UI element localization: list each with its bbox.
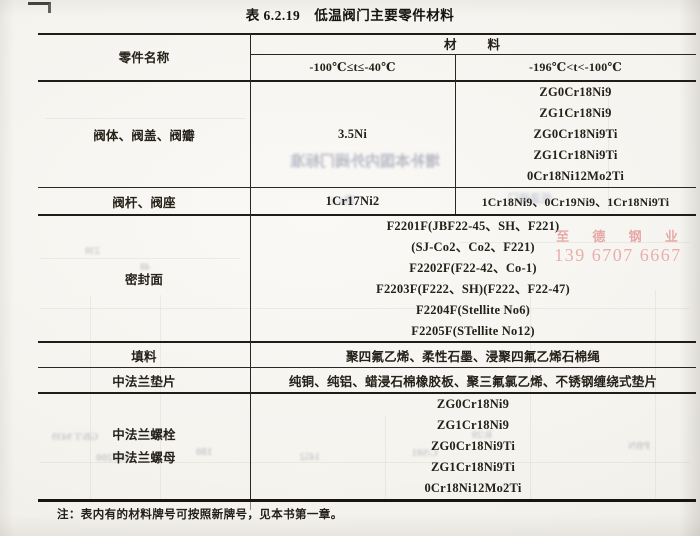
column-divider-temperature (455, 54, 456, 214)
material-grade: ZG1Cr18Ni9Ti (533, 148, 618, 162)
part-label-line: 中法兰螺栓 (112, 427, 176, 442)
material-grade: ZG0Cr18Ni9Ti (533, 127, 618, 141)
column-divider-parts (250, 33, 251, 499)
ghost-grid-line (40, 308, 690, 309)
material-grade: F2203F(F222、SH)(F222、F22-47) (376, 281, 570, 296)
ghost-grid-line (460, 242, 690, 243)
rule-below-header (38, 80, 696, 82)
row-label-mid-flange-gasket: 中法兰垫片 (112, 374, 176, 389)
material-grade: 0Cr18Ni12Mo2Ti (424, 481, 522, 495)
ghost-grid-line (385, 415, 386, 500)
rule-below-sealing-row (38, 341, 696, 343)
material-grade: ZG1Cr18Ni9 (539, 106, 612, 120)
ghost-grid-line (608, 86, 609, 211)
table-caption: 表 6.2.19 低温阀门主要零件材料 (245, 8, 455, 23)
table-border-bottom (38, 499, 696, 502)
cell-body-low-temp-material: 3.5Ni (337, 127, 368, 141)
material-grade: 0Cr18Ni12Mo2Ti (526, 169, 624, 183)
ghost-grid-line (40, 258, 240, 259)
scan-line-stub (250, 502, 251, 510)
part-label-line: 中法兰螺母 (112, 450, 176, 465)
material-grade: F2202F(F22-42、Co-1) (409, 260, 537, 275)
row-label-body-bonnet-disc: 阀体、阀盖、阀瓣 (93, 129, 195, 143)
material-grade: (SJ-Co2、Co2、F221) (411, 239, 535, 254)
material-grade: F2205F(STellite No12) (411, 323, 535, 338)
watermark-phone-number: 139 6707 6667 (554, 245, 682, 265)
header-temp-range-low: -100℃≤t≤-40℃ (309, 59, 396, 74)
table-footnote: 注：表内有的材料牌号可按照新牌号，见本书第一章。 (57, 509, 343, 521)
material-grade: ZG0Cr18Ni9Ti (430, 439, 516, 453)
scan-corner-mark (28, 2, 51, 13)
ghost-grid-line (45, 118, 245, 119)
row-label-packing: 填料 (131, 349, 157, 364)
ghost-grid-line (40, 462, 690, 463)
cell-sealing-face-materials: F2201F(JBF22-45、SH、F221) (SJ-Co2、Co2、F22… (250, 216, 696, 341)
row-label-sealing-face: 密封面 (124, 273, 164, 287)
cell-stem-low-temp-material: 1Cr17Ni2 (325, 193, 380, 208)
cell-bolt-nut-materials: ZG0Cr18Ni9 ZG1Cr18Ni9 ZG0Cr18Ni9Ti ZG1Cr… (250, 394, 696, 499)
rule-below-material-header (250, 54, 696, 55)
rule-below-stem-row (38, 214, 696, 216)
watermark-company-name: 至 德 钢 业 (556, 229, 688, 244)
table-border-top (38, 33, 696, 35)
rule-below-gasket-row (38, 392, 696, 394)
material-grade: ZG1Cr18Ni9Ti (430, 460, 516, 474)
ghost-grid-line (160, 295, 161, 500)
rule-below-packing-row (38, 367, 696, 368)
header-temp-range-cryogenic: -196℃<t<-100℃ (528, 59, 623, 74)
header-part-name: 零件名称 (118, 51, 170, 65)
material-grade: ZG1Cr18Ni9 (436, 418, 510, 432)
ghost-grid-line (90, 295, 91, 500)
row-label-stem-seat: 阀杆、阀座 (112, 195, 176, 210)
ghost-grid-line (530, 290, 531, 500)
cell-mid-flange-gasket-materials: 纯铜、纯铝、蜡浸石棉橡胶板、聚三氟氯乙烯、不锈钢缠绕式垫片 (288, 374, 658, 389)
cell-packing-materials: 聚四氟乙烯、柔性石墨、浸聚四氟乙烯石棉绳 (345, 349, 600, 364)
row-label-mid-flange-bolt-nut: 中法兰螺栓 中法兰螺母 (38, 394, 250, 499)
material-grade: F2201F(JBF22-45、SH、F221) (386, 218, 560, 233)
material-grade: F2204F(Stellite No6) (415, 302, 531, 317)
cell-body-cryo-materials: ZG0Cr18Ni9 ZG1Cr18Ni9 ZG0Cr18Ni9Ti ZG1Cr… (455, 82, 696, 187)
material-grade: ZG0Cr18Ni9 (539, 85, 612, 99)
material-grade: ZG0Cr18Ni9 (436, 397, 510, 411)
header-material: 材 料 (443, 38, 502, 52)
cell-stem-cryo-materials: 1Cr18Ni9、0Cr19Ni9、1Cr18Ni9Ti (481, 194, 670, 209)
rule-below-body-row (38, 187, 696, 188)
ghost-grid-line (655, 290, 656, 500)
